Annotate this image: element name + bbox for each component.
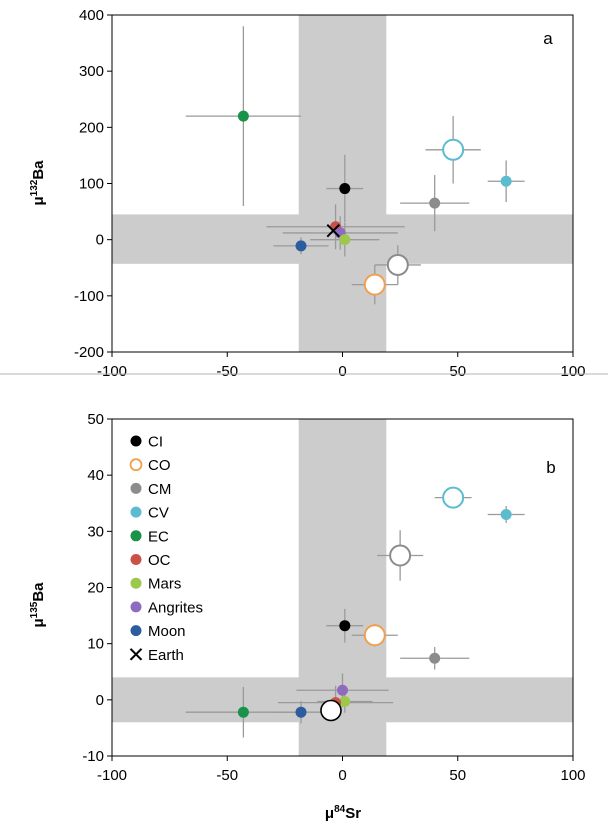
data-point-moon [295,240,307,252]
legend-marker-earth [129,648,143,661]
panel-a: -100 -50 0 50 100 -200 -100 0 100 200 300 400 a μ1… [29,7,586,380]
y-tick-label: 50 [87,411,104,428]
y-tick-label: 0 [96,232,104,249]
panel-b-x-ticks: -100 -50 0 50 100 [97,756,586,784]
data-point-ci [339,620,351,632]
legend-marker-cm [130,482,142,494]
legend-label-moon: Moon [148,623,186,640]
y-tick-label: -200 [74,344,104,361]
panel-b-y-axis-label: μ135Ba [29,582,47,628]
data-point-mars [339,234,351,246]
y-tick-label: 10 [87,636,104,653]
legend-label-mars: Mars [148,576,181,593]
x-tick-label: -50 [216,767,238,784]
y-tick-label: 30 [87,523,104,540]
legend-label-earth: Earth [148,647,184,664]
data-point-cm [429,197,441,209]
data-point-angrites [337,684,348,696]
legend-label-cv: CV [148,505,169,522]
panel-b-label: b [546,458,555,477]
y-tick-label: 100 [79,176,104,193]
y-tick-label: 20 [87,580,104,597]
data-point-earth [320,699,342,722]
panel-a-label: a [543,29,553,48]
data-point-cv [500,508,512,520]
y-tick-label: 200 [79,119,104,136]
legend-label-ec: EC [148,528,169,545]
x-tick-label: 50 [449,767,466,784]
legend-marker-ec [130,530,142,542]
data-point-cm [386,253,409,276]
x-tick-label: 0 [338,767,346,784]
panel-b-legend: CI CO CM CV EC OC Mars Angrites Moon Earth [129,434,203,664]
y-tick-label: 0 [96,692,104,709]
legend-marker-ci [130,435,142,447]
data-point-mars [339,696,351,708]
data-point-cm [429,652,441,664]
legend-label-cm: CM [148,481,171,498]
x-tick-label: -100 [97,767,127,784]
panel-a-x-ticks: -100 -50 0 50 100 [97,352,586,380]
data-point-ci [339,183,351,195]
x-tick-label: -50 [216,363,238,380]
data-point-earth [326,223,340,238]
data-point-ec [237,706,249,718]
panel-a-y-axis-label: μ132Ba [29,160,47,206]
vertical-band [298,15,387,352]
data-point-co [363,273,386,296]
data-point-cv [442,138,465,161]
panel-b-y-ticks: -10 0 10 20 30 40 50 [82,411,112,765]
panel-a-points [237,110,512,296]
data-point-cm [389,544,412,567]
data-point-cv [500,175,512,187]
x-tick-label: 0 [338,363,346,380]
legend-label-ci: CI [148,434,163,451]
data-point-moon [295,706,307,718]
legend-marker-cv [130,506,142,518]
y-tick-label: 400 [79,7,104,24]
panel-b-points [237,486,512,722]
legend-label-angrites: Angrites [148,599,203,616]
x-tick-label: 100 [560,767,585,784]
legend-label-oc: OC [148,552,171,569]
panel-b-x-axis-label: μ84Sr [325,804,361,822]
legend-marker-co [129,458,143,472]
legend-marker-moon [130,625,142,637]
legend-marker-oc [130,554,142,565]
data-point-ec [237,110,249,122]
x-tick-label: 100 [560,363,585,380]
legend-marker-mars [130,577,142,589]
y-tick-label: -100 [74,288,104,305]
panel-a-y-ticks: -200 -100 0 100 200 300 400 [74,7,112,361]
y-tick-label: 300 [79,63,104,80]
legend-marker-angrites [130,601,142,613]
data-point-cv [442,486,465,509]
legend-label-co: CO [148,457,171,474]
data-point-co [363,624,386,647]
x-tick-label: 50 [449,363,466,380]
x-tick-label: -100 [97,363,127,380]
y-tick-label: 40 [87,467,104,484]
y-tick-label: -10 [82,748,104,765]
